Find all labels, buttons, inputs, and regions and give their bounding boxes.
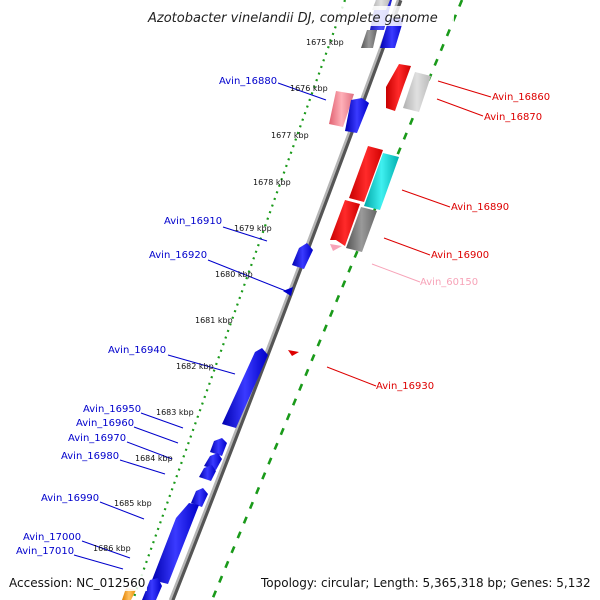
gene-label[interactable]: Avin_16980 [61, 451, 119, 462]
tick-label: 1678 kbp [253, 178, 291, 187]
tick-label: 1680 kbp [215, 270, 253, 279]
gene-label[interactable]: Avin_16970 [68, 433, 126, 444]
tick-label: 1683 kbp [156, 408, 194, 417]
gene-avin-16880 [329, 91, 354, 127]
gene-avin-16900 [330, 200, 360, 246]
gene-avin-60150 [330, 244, 342, 251]
tick-label: 1679 kbp [234, 224, 272, 233]
gene-avin-16970 [199, 465, 216, 481]
tick-label: 1676 kbp [290, 84, 328, 93]
tick-label: 1681 kbp [195, 316, 233, 325]
gene-label[interactable]: Avin_16890 [451, 202, 509, 213]
accession-text: Accession: NC_012560 [9, 576, 145, 590]
tick-label: 1684 kbp [135, 454, 173, 463]
gene-labels-left: Avin_16880 Avin_16910 Avin_16920 Avin_16… [16, 76, 277, 557]
gene-avin-16950 [210, 438, 227, 456]
gene-blue-near-16880 [345, 98, 369, 133]
gene-labels-right: Avin_16860 Avin_16870 Avin_16890 Avin_16… [376, 92, 550, 392]
tick-label: 1686 kbp [93, 544, 131, 553]
gene-top-grey [361, 30, 377, 48]
gene-label[interactable]: Avin_16910 [164, 216, 222, 227]
topology-backdrop [258, 573, 596, 591]
gene-avin-16890 [349, 146, 383, 202]
tick-label: 1682 kbp [176, 362, 214, 371]
gene-label[interactable]: Avin_16870 [484, 112, 542, 123]
tick-label: 1677 kbp [271, 131, 309, 140]
gene-cyan [364, 153, 399, 210]
gene-avin-16960 [204, 453, 222, 470]
gene-avin-16930 [288, 350, 299, 356]
genome-title: Azotobacter vinelandii DJ, complete geno… [147, 11, 438, 26]
gene-label[interactable]: Avin_16960 [76, 418, 134, 429]
gene-avin-16920 [283, 287, 293, 296]
gene-label[interactable]: Avin_17010 [16, 546, 74, 557]
gene-avin-16940 [222, 348, 268, 428]
gene-label[interactable]: Avin_60150 [420, 277, 478, 288]
gene-grey [346, 207, 377, 252]
gene-label[interactable]: Avin_17000 [23, 532, 81, 543]
right-dashed-track [210, 0, 464, 600]
tick-label: 1675 kbp [306, 38, 344, 47]
gene-label[interactable]: Avin_16920 [149, 250, 207, 261]
gene-avin-17010 [142, 578, 162, 600]
gene-avin-17000 [152, 503, 199, 584]
gene-label[interactable]: Avin_16880 [219, 76, 277, 87]
topology-text: Topology: circular; Length: 5,365,318 bp… [260, 576, 591, 590]
gene-label[interactable]: Avin_16990 [41, 493, 99, 504]
tick-labels: 1675 kbp 1676 kbp 1677 kbp 1678 kbp 1679… [93, 38, 344, 553]
gene-label[interactable]: Avin_16900 [431, 250, 489, 261]
tick-label: 1685 kbp [114, 499, 152, 508]
gene-avin-16910 [292, 243, 313, 269]
connector-lines [73, 80, 492, 570]
gene-avin-16990 [191, 488, 208, 507]
accession-backdrop [5, 573, 147, 591]
gene-avin-16870 [403, 72, 431, 112]
gene-label[interactable]: Avin_16860 [492, 92, 550, 103]
gene-avin-16860 [386, 64, 411, 111]
title-backdrop [146, 6, 454, 26]
gene-arrows [122, 0, 431, 600]
gene-label[interactable]: Avin_16950 [83, 404, 141, 415]
gene-label[interactable]: Avin_16940 [108, 345, 166, 356]
genome-backbone [168, 0, 400, 600]
gene-label[interactable]: Avin_16930 [376, 381, 434, 392]
genome-backbone-shadow [169, 0, 403, 600]
left-dotted-track [131, 0, 347, 600]
